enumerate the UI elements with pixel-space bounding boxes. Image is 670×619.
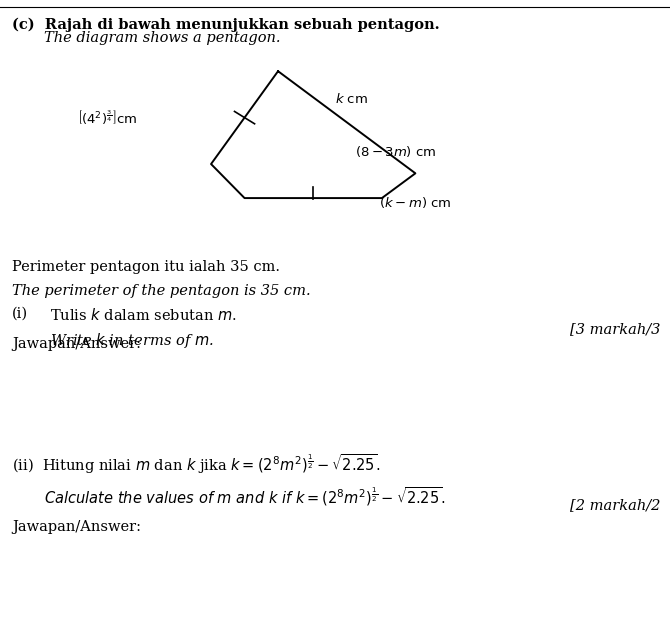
Text: (i): (i) — [12, 307, 28, 321]
Text: The perimeter of the pentagon is 35 cm.: The perimeter of the pentagon is 35 cm. — [12, 284, 311, 298]
Text: Perimeter pentagon itu ialah 35 cm.: Perimeter pentagon itu ialah 35 cm. — [12, 260, 280, 274]
Text: $\mathit{Calculate\ the\ values\ of\ m\ and\ k\ if\ k} = (2^8m^2)^{\frac{1}{2}} : $\mathit{Calculate\ the\ values\ of\ m\ … — [44, 485, 445, 508]
Text: Write ​$k$ in terms of ​$m$.: Write ​$k$ in terms of ​$m$. — [50, 331, 214, 350]
Text: (ii)  Hitung nilai $m$ dan $k$ jika $k = (2^8m^2)^{\frac{1}{2}} - \sqrt{2.25}.$: (ii) Hitung nilai $m$ dan $k$ jika $k = … — [12, 452, 381, 476]
Text: Tulis ​$k$ dalam sebutan $m$.: Tulis ​$k$ dalam sebutan $m$. — [50, 307, 237, 323]
Text: (c)  Rajah di bawah menunjukkan sebuah pentagon.: (c) Rajah di bawah menunjukkan sebuah pe… — [12, 17, 440, 32]
Text: [2 ​markah/2: [2 ​markah/2 — [570, 498, 660, 513]
Text: $\left[(4^2)^{\frac{3}{4}}\right]$cm: $\left[(4^2)^{\frac{3}{4}}\right]$cm — [77, 108, 137, 127]
Text: Jawapan/​Answer:: Jawapan/​Answer: — [12, 520, 141, 534]
Text: Jawapan/​Answer:: Jawapan/​Answer: — [12, 337, 141, 352]
Text: $(k - m)$ cm: $(k - m)$ cm — [379, 195, 451, 210]
Text: $k$ cm: $k$ cm — [335, 92, 368, 106]
Text: The diagram shows a pentagon.: The diagram shows a pentagon. — [44, 31, 280, 45]
Text: [3 ​markah/3: [3 ​markah/3 — [570, 322, 660, 336]
Text: $(8 - 3m)$ cm: $(8 - 3m)$ cm — [355, 144, 436, 159]
